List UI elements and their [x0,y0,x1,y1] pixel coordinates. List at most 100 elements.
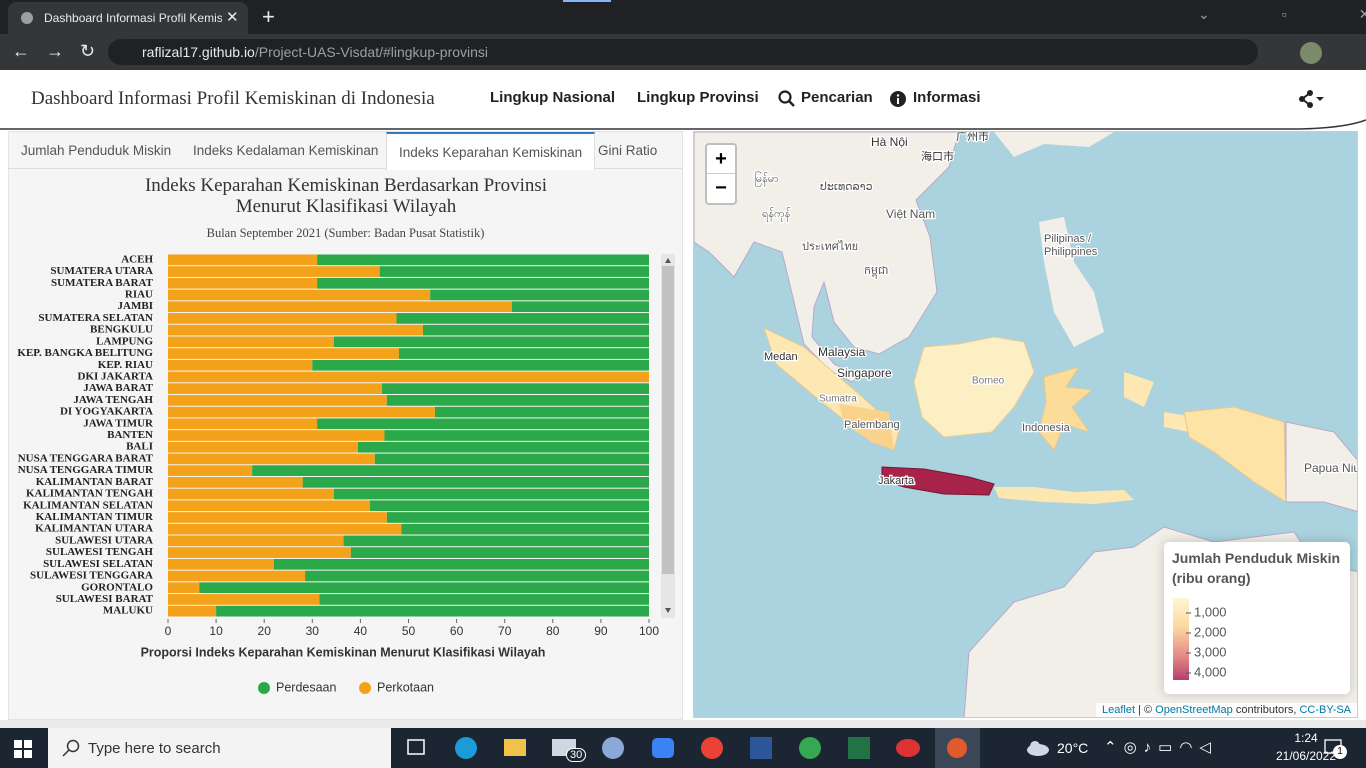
zoom-in[interactable]: + [707,145,735,174]
leaflet-link[interactable]: Leaflet [1101,704,1135,716]
map-label: 广州市 [956,132,989,143]
y-tick-label: KALIMANTAN TIMUR [36,511,154,523]
bar-segment [168,441,358,453]
panel-tab[interactable]: Jumlah Penduduk Miskin [21,143,172,158]
legend-tick-label: 4,000 [1194,664,1227,679]
chart: Proporsi Indeks Keparahan Kemiskinan Men… [17,253,675,694]
bar-segment [168,289,431,301]
map-label: မြန်မာ [754,171,779,187]
weather[interactable]: 20°C [1057,740,1089,756]
map-legend-scale: 1,000 2,000 3,000 4,000 [1173,598,1227,680]
map-legend-title: Jumlah Penduduk Miskin (ribu orang) [1172,550,1341,586]
clock-date[interactable]: 21/06/2022 [1275,749,1337,763]
new-tab[interactable]: + [262,4,275,29]
y-tick-label: JAWA TENGAH [73,394,153,406]
bar-segment [430,289,649,301]
clock-time[interactable]: 1:24 [1294,731,1318,745]
tab-close[interactable]: ✕ [226,9,239,26]
map[interactable]: Hà Nội 广州市 海口市 မြန်မာ ປະເທດລາວ ရန်ကုန် Việt Na… [693,131,1358,718]
x-tick-label: 0 [165,624,172,638]
bar-segment [434,406,649,418]
hainan [909,157,934,177]
legend-swatch [258,682,270,694]
start-button[interactable] [14,740,32,758]
omnibox[interactable]: raflizal17.github.io/Project-UAS-Visdat/… [108,39,1258,65]
bar-segment [511,301,649,313]
y-tick-label: SUMATERA SELATAN [38,312,153,324]
bar-segment [252,465,650,476]
bar-segment [422,324,649,336]
map-label: Hà Nội [871,135,908,149]
attribution-text: contributors, [1232,704,1300,716]
panel-tab[interactable]: Indeks Kedalaman Kemiskinan [193,143,379,158]
bar-segment [168,523,402,535]
taskbar-apps[interactable] [400,728,1020,768]
panel-tab[interactable]: Gini Ratio [598,143,658,158]
x-tick-label: 50 [402,624,416,638]
browser-tab[interactable]: Dashboard Informasi Profil Kemis ✕ [8,2,248,34]
bar-segment [396,313,649,324]
map-label: Malaysia [818,345,866,359]
bar-segment [333,488,649,500]
notification-badge: 1 [1333,745,1347,759]
site-title: Dashboard Informasi Profil Kemiskinan di… [31,88,435,109]
map-label: កម្ពុជា [864,265,888,279]
bar-segment [317,254,649,266]
bar-segment [168,371,649,383]
legend-swatch [359,682,371,694]
profile-avatar[interactable] [1298,40,1324,66]
x-tick-label: 40 [354,624,368,638]
share-menu[interactable] [1298,90,1328,108]
bar-segment [350,547,649,558]
tray-icons[interactable]: ⌃◎♪▭◠◁ [1104,739,1218,756]
y-tick-label: BANTEN [107,429,153,441]
bar-segment [168,500,371,512]
x-tick-label: 10 [209,624,223,638]
search-icon [778,90,795,107]
map-label: Sumatra [819,394,857,405]
url: raflizal17.github.io/Project-UAS-Visdat/… [142,44,488,60]
bar-segment [168,605,217,617]
attribution-sep: | © [1135,704,1156,716]
y-tick-label: SULAWESI UTARA [55,534,153,546]
bar-segment [168,277,318,289]
scroll-up[interactable] [665,258,671,263]
weather-icon [1027,741,1049,756]
nav-link[interactable]: Pencarian [801,89,873,106]
maluku [1124,372,1194,432]
legend-label: Perkotaan [377,680,434,694]
map-label: 海口市 [921,149,954,163]
osm-link[interactable]: OpenStreetMap [1155,704,1233,716]
y-tick-label: JAWA TIMUR [83,417,154,429]
window-controls[interactable]: ⌄▫✕ [1198,6,1366,22]
map-label: Jakarta [878,475,915,487]
zoom-out[interactable]: − [715,177,727,199]
x-tick-label: 70 [498,624,512,638]
panel-tab-active[interactable]: Indeks Keparahan Kemiskinan [386,132,596,170]
nav-link[interactable]: Informasi [913,89,981,106]
borneo [913,336,1035,438]
x-tick-label: 30 [306,624,320,638]
color-ramp [1173,598,1189,680]
bar-segment [168,395,387,406]
bar-segment [398,348,649,359]
nav-buttons[interactable]: ←→↻ [12,41,112,61]
map-label: ရန်ကုန် [762,207,790,222]
license-link[interactable]: CC-BY-SA [1299,704,1351,716]
page-bottom [0,720,1366,728]
bar-segment [305,570,649,582]
scroll-thumb[interactable] [662,266,674,574]
bar-segment [168,266,380,277]
map-label: Singapore [837,366,892,380]
y-tick-label: JAMBI [118,300,153,312]
map-label: Medan [764,351,798,363]
nav-link[interactable]: Lingkup Nasional [490,89,616,106]
papua [1183,406,1287,503]
bar-segment [401,523,649,535]
nav-link[interactable]: Lingkup Provinsi [637,89,759,106]
nusa-tenggara [994,487,1134,504]
bar-segment [386,395,649,406]
scroll-down[interactable] [665,608,671,613]
y-tick-label: KEP. RIAU [98,359,153,371]
search-box[interactable]: Type here to search [48,728,391,768]
